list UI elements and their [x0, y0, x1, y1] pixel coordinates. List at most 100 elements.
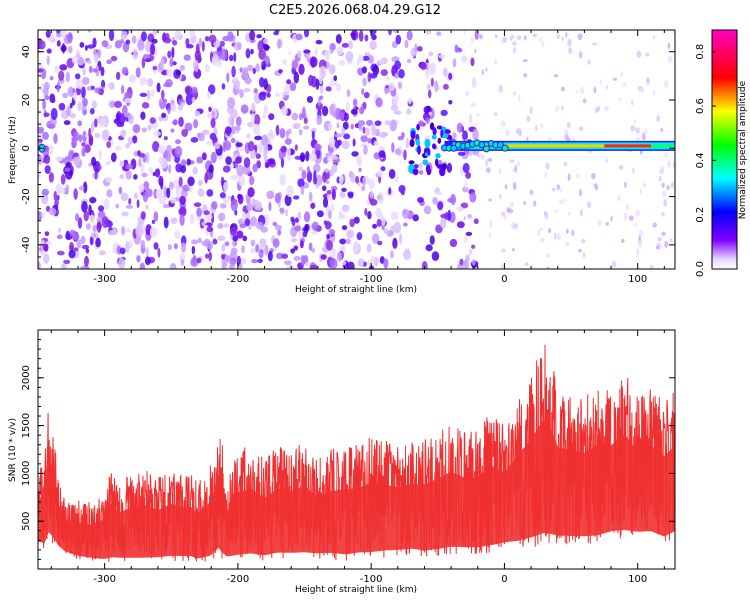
spectral-blob [664, 80, 669, 88]
spectral-blob [471, 259, 476, 266]
spectral-blob [509, 201, 514, 208]
spectral-blob [306, 170, 313, 183]
spectral-blob [460, 166, 464, 176]
spectral-blob [175, 186, 181, 199]
spectral-blob [658, 168, 663, 175]
spectral-blob [286, 185, 294, 198]
spectral-blob [281, 105, 288, 116]
spectral-blob [246, 203, 254, 212]
spectral-blob [185, 93, 194, 106]
spectral-blob [366, 243, 372, 253]
spectral-blob [190, 136, 199, 143]
spectral-blob [463, 215, 466, 221]
spectral-blob [364, 34, 369, 42]
colorbar-tick-label: 0.2 [695, 207, 706, 223]
spectral-blob [211, 111, 216, 118]
spectral-blob [170, 217, 178, 225]
spectral-blob [398, 232, 403, 245]
spectral-blob [306, 57, 310, 63]
spectral-blob [333, 75, 338, 82]
spectral-blob [348, 40, 353, 50]
spectral-blob [628, 215, 634, 221]
spectral-blob [459, 258, 464, 266]
spectral-blob [462, 162, 470, 174]
spectral-blob [457, 151, 466, 156]
spectral-blob [655, 245, 660, 250]
spectral-blob [456, 122, 463, 133]
signal-onset-blob [478, 141, 486, 149]
spectral-blob [329, 104, 335, 116]
spectral-blob [139, 262, 146, 269]
spectral-blob [234, 42, 238, 51]
snr-y-axis-label: SNR (10 * v/v) [8, 418, 18, 482]
spectral-blob [373, 256, 379, 267]
spectral-blob [380, 216, 386, 227]
spectral-blob [322, 197, 329, 208]
spectral-blob [580, 209, 583, 217]
spectral-blob [315, 102, 323, 111]
spectral-blob [465, 231, 473, 237]
spectrogram-frame [37, 29, 676, 270]
spectral-blob [152, 30, 158, 36]
spectral-blob [121, 211, 129, 217]
spectral-blob [462, 259, 469, 269]
spectral-blob [253, 114, 261, 126]
spectral-blob [101, 216, 109, 229]
spectral-blob [170, 196, 176, 204]
spectral-blob [325, 86, 332, 92]
spectral-blob [591, 172, 596, 180]
spectral-blob [173, 30, 182, 40]
x-tick-label: -200 [227, 574, 250, 585]
spectral-blob [512, 247, 515, 252]
spectral-blob [136, 255, 141, 263]
spectral-blob [263, 38, 269, 45]
spectral-blob [345, 238, 351, 245]
spectral-blob [206, 91, 211, 100]
x-tick-label: -300 [93, 574, 116, 585]
spectral-blob [170, 156, 175, 161]
spectral-blob [384, 88, 391, 94]
spectral-blob [69, 245, 74, 251]
spectral-blob [403, 249, 411, 261]
spectral-blob [465, 171, 472, 179]
spectral-blob [339, 238, 347, 245]
spectral-blob [298, 166, 303, 172]
spectral-blob [395, 34, 402, 45]
spectral-blob [273, 31, 279, 36]
spectral-blob [563, 198, 567, 203]
spectral-blob [252, 163, 258, 173]
spectral-blob [316, 210, 324, 218]
spectral-blob [188, 30, 196, 38]
spectral-blob [638, 229, 643, 236]
spectral-blob [294, 144, 298, 151]
spectral-blob [153, 242, 159, 250]
spectral-blob [508, 208, 514, 214]
spectral-blob [198, 37, 202, 47]
spectral-blob [328, 64, 336, 75]
spectral-blob [539, 123, 544, 128]
spectral-blob [341, 42, 349, 48]
spectral-blob [44, 95, 50, 101]
spectral-blob [652, 36, 656, 40]
spectral-blob [556, 232, 561, 241]
spectral-blob [239, 67, 243, 73]
spectral-blob [253, 199, 260, 211]
spectral-blob [89, 196, 97, 204]
spectral-blob [168, 181, 174, 190]
spectral-blob [166, 67, 173, 77]
spectral-blob [169, 262, 177, 269]
spectral-blob [268, 201, 272, 212]
spectral-blob [119, 160, 125, 168]
spectral-blob [464, 181, 468, 190]
spectral-blob [192, 166, 198, 175]
spectral-blob [204, 36, 210, 42]
spectral-blob [494, 34, 498, 38]
spectral-blob [395, 175, 399, 183]
spectral-blob [639, 188, 643, 195]
spectral-blob [210, 117, 216, 129]
spectral-blob [119, 247, 126, 255]
x-tick-label: -200 [227, 274, 250, 285]
spectral-blob [547, 137, 552, 141]
spectral-blob [367, 54, 375, 64]
spectral-blob [55, 156, 64, 162]
